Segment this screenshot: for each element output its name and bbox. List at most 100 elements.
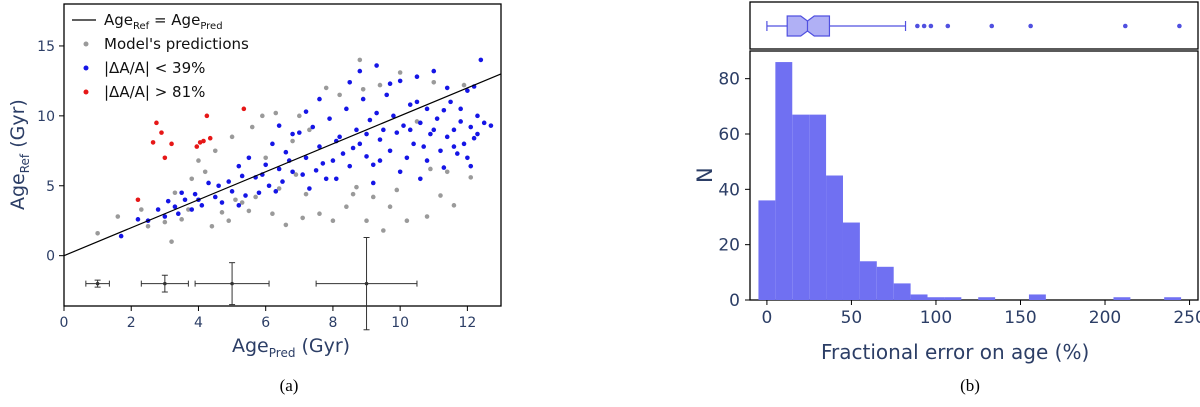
blue-point [229, 189, 235, 194]
boxplot-outlier [928, 23, 934, 29]
blue-point [404, 155, 410, 161]
gray-point [360, 86, 366, 92]
histogram-bar [758, 200, 776, 300]
blue-point [478, 57, 484, 63]
blue-point [300, 172, 305, 177]
gray-point [354, 184, 359, 190]
gray-point [189, 176, 195, 182]
blue-point [468, 124, 474, 130]
blue-point [320, 161, 326, 166]
x-tick-label: 50 [841, 308, 863, 328]
blue-point [226, 179, 232, 184]
gray-point [162, 219, 168, 225]
blue-point [377, 137, 383, 142]
blue-point [323, 176, 329, 182]
blue-point [458, 106, 463, 112]
gray-point [364, 218, 369, 224]
blue-point [444, 85, 450, 91]
blue-point [246, 155, 252, 161]
blue-point [424, 158, 430, 163]
blue-point [411, 141, 416, 147]
blue-point [179, 190, 184, 196]
x-tick-label: 0 [761, 308, 772, 328]
gray-point [212, 148, 218, 154]
blue-point [317, 96, 322, 102]
blue-point [381, 127, 386, 133]
blue-point [367, 117, 373, 123]
blue-point [307, 186, 312, 191]
blue-point [357, 141, 363, 147]
caption-b: (b) [960, 376, 980, 395]
legend-red-swatch [83, 89, 89, 95]
gray-point [357, 57, 363, 63]
blue-point [451, 127, 457, 133]
gray-point [273, 110, 279, 116]
blue-point [273, 189, 279, 194]
blue-point [239, 173, 245, 179]
gray-point [246, 208, 252, 214]
histogram-panel: 0 50 100 150 200 250 0 20 40 60 80 Fractional err… [693, 1, 1200, 364]
red-point [204, 113, 210, 119]
identity-line [63, 73, 502, 257]
gray-point [317, 211, 322, 217]
blue-point [212, 194, 218, 200]
x-tick-label: 10 [391, 315, 409, 331]
legend-blue-label: |ΔA/A| < 39% [104, 59, 205, 77]
blue-point [407, 102, 413, 107]
blue-point [297, 130, 302, 135]
gray-point [350, 191, 356, 197]
gray-point [431, 79, 437, 85]
histogram-bar [859, 261, 877, 300]
boxplot-outlier [1028, 23, 1033, 29]
blue-point [165, 198, 171, 204]
x-tick-label: 6 [261, 315, 270, 331]
blue-point [360, 96, 366, 102]
gray-point [370, 194, 376, 200]
blue-point [236, 203, 242, 208]
red-point [135, 197, 141, 203]
blue-point [397, 78, 403, 84]
blue-point [414, 99, 420, 105]
gray-point [263, 155, 268, 161]
x-tick-label: 4 [194, 315, 203, 331]
gray-point [229, 134, 235, 140]
gray-point [290, 138, 295, 144]
blue-point [364, 154, 369, 159]
x-tick-label: 250 [1173, 308, 1200, 328]
y-tick-label: 10 [37, 109, 55, 125]
gray-point [344, 204, 349, 210]
histogram-bar [927, 297, 945, 300]
blue-point [317, 144, 322, 149]
gray-point [424, 214, 430, 219]
blue-point [350, 145, 356, 151]
blue-points-layer [118, 57, 494, 239]
blue-point [344, 106, 349, 112]
blue-point [155, 207, 161, 212]
blue-point [387, 148, 393, 154]
blue-point [357, 68, 363, 74]
gray-point [297, 113, 302, 119]
red-point [159, 130, 164, 135]
legend-gray-label: Model's predictions [104, 35, 249, 53]
blue-point [374, 63, 379, 68]
blue-point [431, 127, 437, 133]
gray-point [330, 218, 336, 224]
blue-point [340, 151, 346, 156]
gray-point [394, 187, 400, 193]
blue-point [347, 163, 353, 169]
blue-point [391, 113, 396, 119]
blue-point [434, 116, 440, 121]
histogram-bar [876, 266, 894, 300]
gray-point [196, 158, 201, 163]
blue-point [333, 176, 339, 182]
blue-point [330, 158, 336, 163]
gray-point [404, 218, 410, 224]
histogram-y-ticks: 0 20 40 60 80 [718, 70, 750, 311]
scatter-x-ticks: 0 2 4 6 8 10 12 [60, 306, 476, 331]
gray-point [387, 204, 393, 210]
caption-a: (a) [279, 376, 299, 395]
blue-point [377, 158, 383, 163]
gray-point [461, 82, 467, 88]
histogram-bar [809, 114, 827, 300]
histogram-y-label: N [693, 167, 717, 183]
